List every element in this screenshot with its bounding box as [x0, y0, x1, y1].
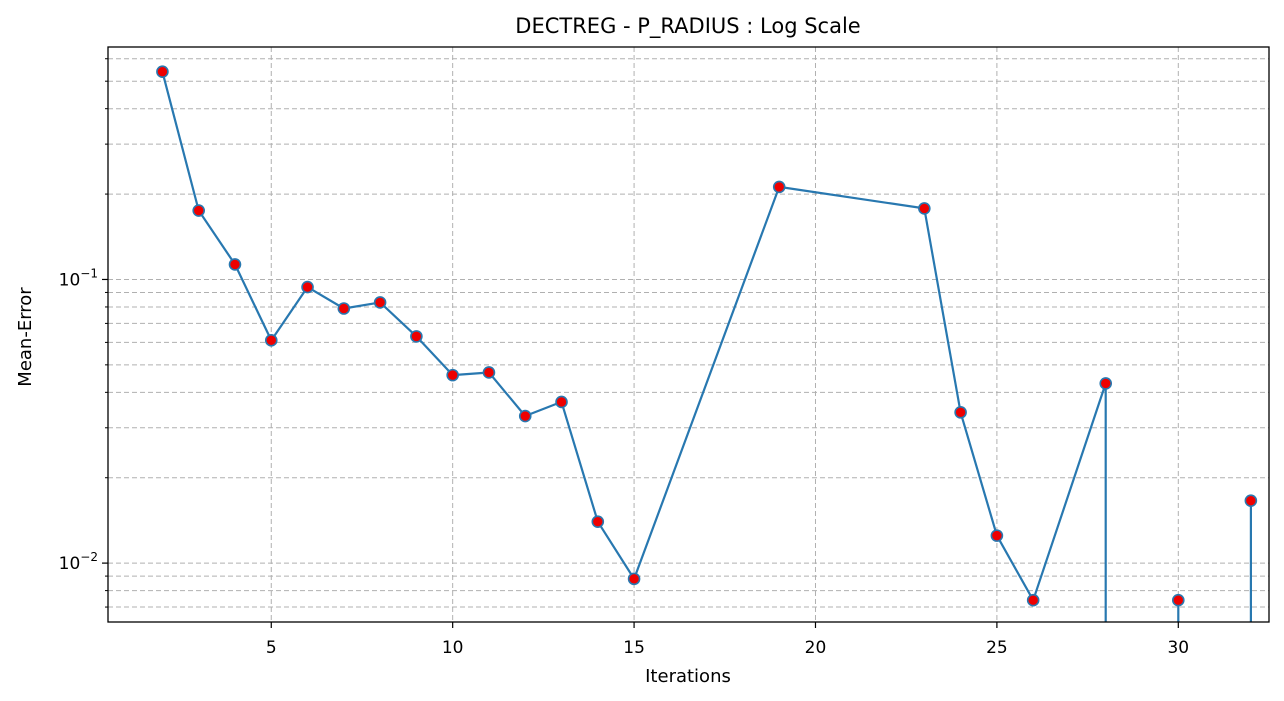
data-point — [192, 204, 206, 217]
series-markers — [156, 65, 1258, 607]
data-point — [1171, 593, 1185, 607]
y-tick-label: 10−1 — [59, 266, 98, 290]
data-point — [954, 406, 967, 419]
data-point — [156, 65, 169, 79]
data-point — [772, 180, 786, 194]
data-point — [591, 515, 605, 528]
data-point — [228, 258, 242, 271]
y-tick-label: 10−2 — [59, 550, 98, 574]
chart-title: DECTREG - P_RADIUS : Log Scale — [515, 14, 860, 39]
x-tick-label: 30 — [1167, 638, 1189, 658]
data-point — [482, 366, 496, 379]
data-point — [918, 202, 931, 215]
data-point — [518, 409, 532, 423]
data-point — [446, 368, 459, 382]
plot-frame — [107, 46, 1270, 623]
data-point — [410, 330, 423, 343]
x-axis: 5 10 15 20 25 30 — [266, 622, 1189, 658]
data-point — [1244, 494, 1258, 507]
series-line — [161, 71, 1253, 622]
series-line-segment — [161, 71, 1107, 602]
x-axis-label: Iterations — [645, 666, 731, 687]
data-point — [373, 296, 387, 309]
y-axis-label: Mean-Error — [15, 287, 36, 387]
data-point — [990, 529, 1004, 542]
data-point — [627, 572, 641, 586]
y-axis: 10−2 10−1 — [59, 58, 108, 608]
data-point — [555, 395, 568, 409]
x-tick-label: 25 — [986, 638, 1008, 658]
data-point — [1026, 593, 1040, 607]
x-tick-label: 15 — [623, 638, 645, 658]
x-tick-label: 5 — [266, 638, 277, 658]
data-point — [1099, 377, 1113, 390]
data-point — [264, 334, 278, 347]
x-tick-label: 10 — [442, 638, 464, 658]
grid — [108, 47, 1269, 622]
data-point — [301, 280, 314, 294]
data-point — [337, 302, 351, 315]
x-tick-label: 20 — [805, 638, 827, 658]
